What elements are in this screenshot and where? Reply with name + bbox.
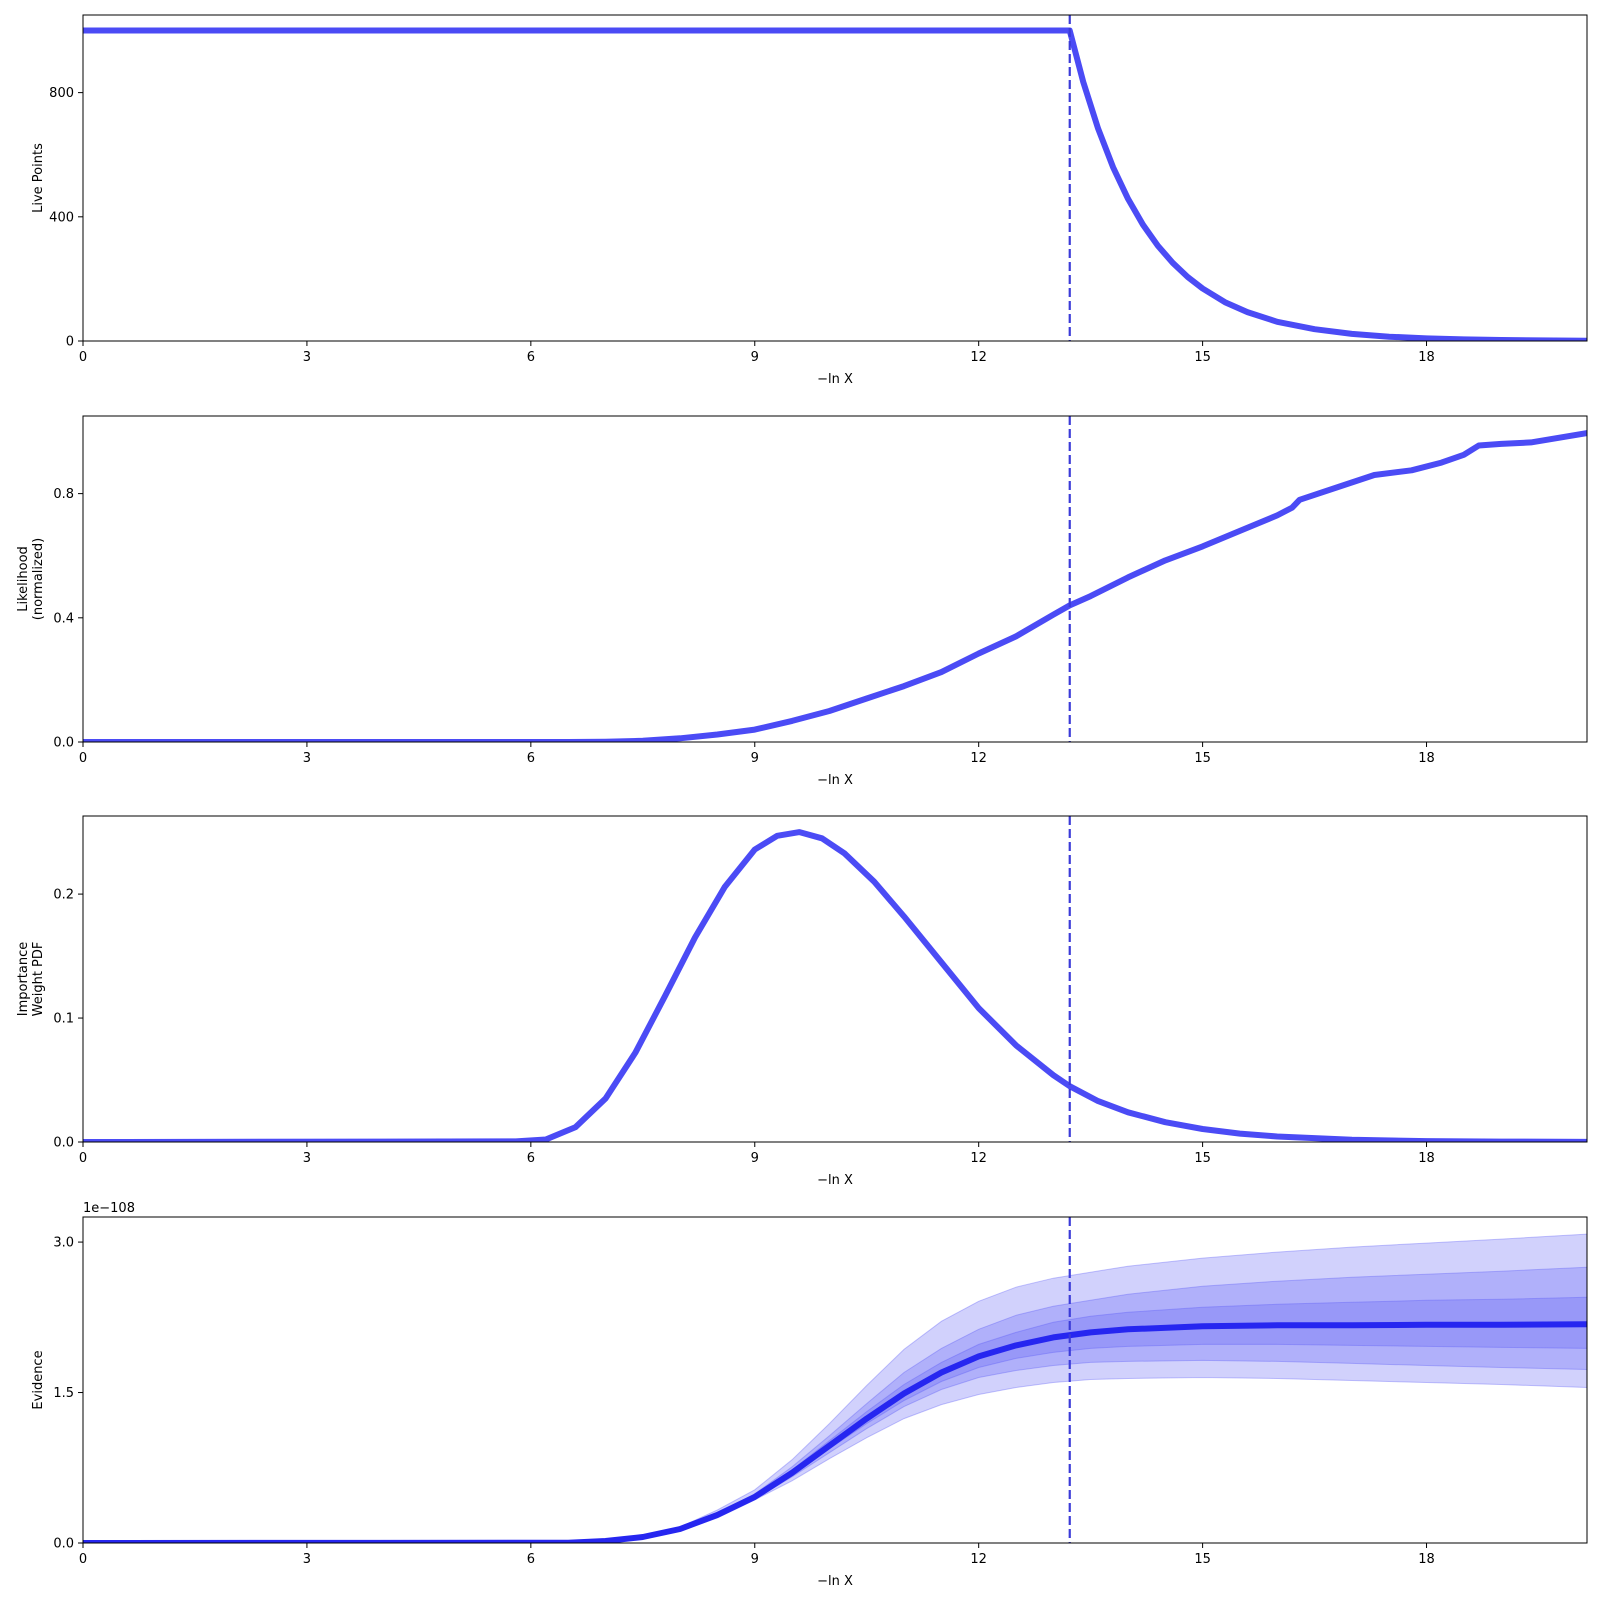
credible-band-1 [83,1233,1587,1543]
x-tick-label: 0 [79,350,87,365]
y-tick-label: 0.0 [53,736,74,751]
panel-2: 0 3 6 9 12 15 18 0.0 0.4 0.8 −ln X Likelihood (norma… [16,415,1588,788]
credible-band-2 [83,1266,1587,1543]
x-tick-label: 12 [970,1151,987,1166]
x-tick-label: 9 [751,1151,759,1166]
y-tick-label: 0.0 [53,1136,74,1151]
x-tick-label: 18 [1418,1552,1435,1567]
y-tick-label: 3.0 [53,1236,74,1251]
plot-area [83,1217,1587,1543]
series-line-1 [83,430,1587,742]
series-line-1 [83,829,1587,1142]
panel-3: 0 3 6 9 12 15 18 0.0 0.1 0.2 −ln X Importance Weight… [16,815,1588,1188]
axes-frame [82,415,1588,743]
x-tick-label: 9 [751,350,759,365]
x-tick-label: 15 [1194,1151,1211,1166]
y-tick-label: 0.4 [53,611,74,626]
x-tick-label: 3 [303,751,311,766]
x-tick-label: 6 [527,1552,535,1567]
y-tick-label: 0 [66,335,74,350]
y-tick-label: 0.8 [53,487,74,502]
x-axis-label: −ln X [817,1173,853,1188]
y-tick-label: 0.1 [53,1012,74,1027]
x-axis-label: −ln X [817,1574,853,1589]
x-tick-label: 12 [970,1552,987,1567]
x-tick-label: 6 [527,751,535,766]
y-tick-label: 400 [49,210,74,225]
x-tick-label: 18 [1418,1151,1435,1166]
axes-frame [82,14,1588,342]
x-tick-label: 15 [1194,1552,1211,1567]
plot-area [83,15,1587,341]
x-tick-label: 0 [79,1151,87,1166]
panel-4: 0 3 6 9 12 15 18 0.0 1.5 3.0 −ln X Evidence 1e−108 [31,1201,1588,1589]
x-tick-label: 15 [1194,350,1211,365]
series-line-1 [83,27,1587,341]
plot-area [83,416,1587,742]
panel-1: 0 3 6 9 12 15 18 0 400 800 −ln X Live Points [31,14,1588,387]
y-tick-label: 1.5 [53,1386,74,1401]
axes-frame [82,1216,1588,1544]
evidence-line [83,1321,1587,1543]
y-axis-label: Importance [16,942,31,1017]
y-axis-label: (normalized) [31,538,46,620]
x-axis-label: −ln X [817,372,853,387]
x-tick-label: 3 [303,350,311,365]
x-tick-label: 9 [751,751,759,766]
axes-frame [82,815,1588,1143]
x-tick-label: 6 [527,350,535,365]
y-tick-label: 0.2 [53,888,74,903]
x-tick-label: 15 [1194,751,1211,766]
y-tick-label: 0.0 [53,1537,74,1552]
x-tick-label: 9 [751,1552,759,1567]
x-tick-label: 12 [970,751,987,766]
y-axis-label: Evidence [31,1350,46,1409]
x-tick-label: 3 [303,1151,311,1166]
y-offset-text: 1e−108 [83,1201,135,1216]
y-axis-label: Weight PDF [31,942,46,1017]
x-tick-label: 6 [527,1151,535,1166]
y-axis-label: Likelihood [16,546,31,612]
plot-area [83,816,1587,1142]
x-tick-label: 3 [303,1552,311,1567]
y-tick-label: 800 [49,86,74,101]
x-axis-label: −ln X [817,773,853,788]
x-tick-label: 0 [79,751,87,766]
x-tick-label: 0 [79,1552,87,1567]
x-tick-label: 12 [970,350,987,365]
y-axis-label: Live Points [31,143,46,213]
x-tick-label: 18 [1418,751,1435,766]
x-tick-label: 18 [1418,350,1435,365]
